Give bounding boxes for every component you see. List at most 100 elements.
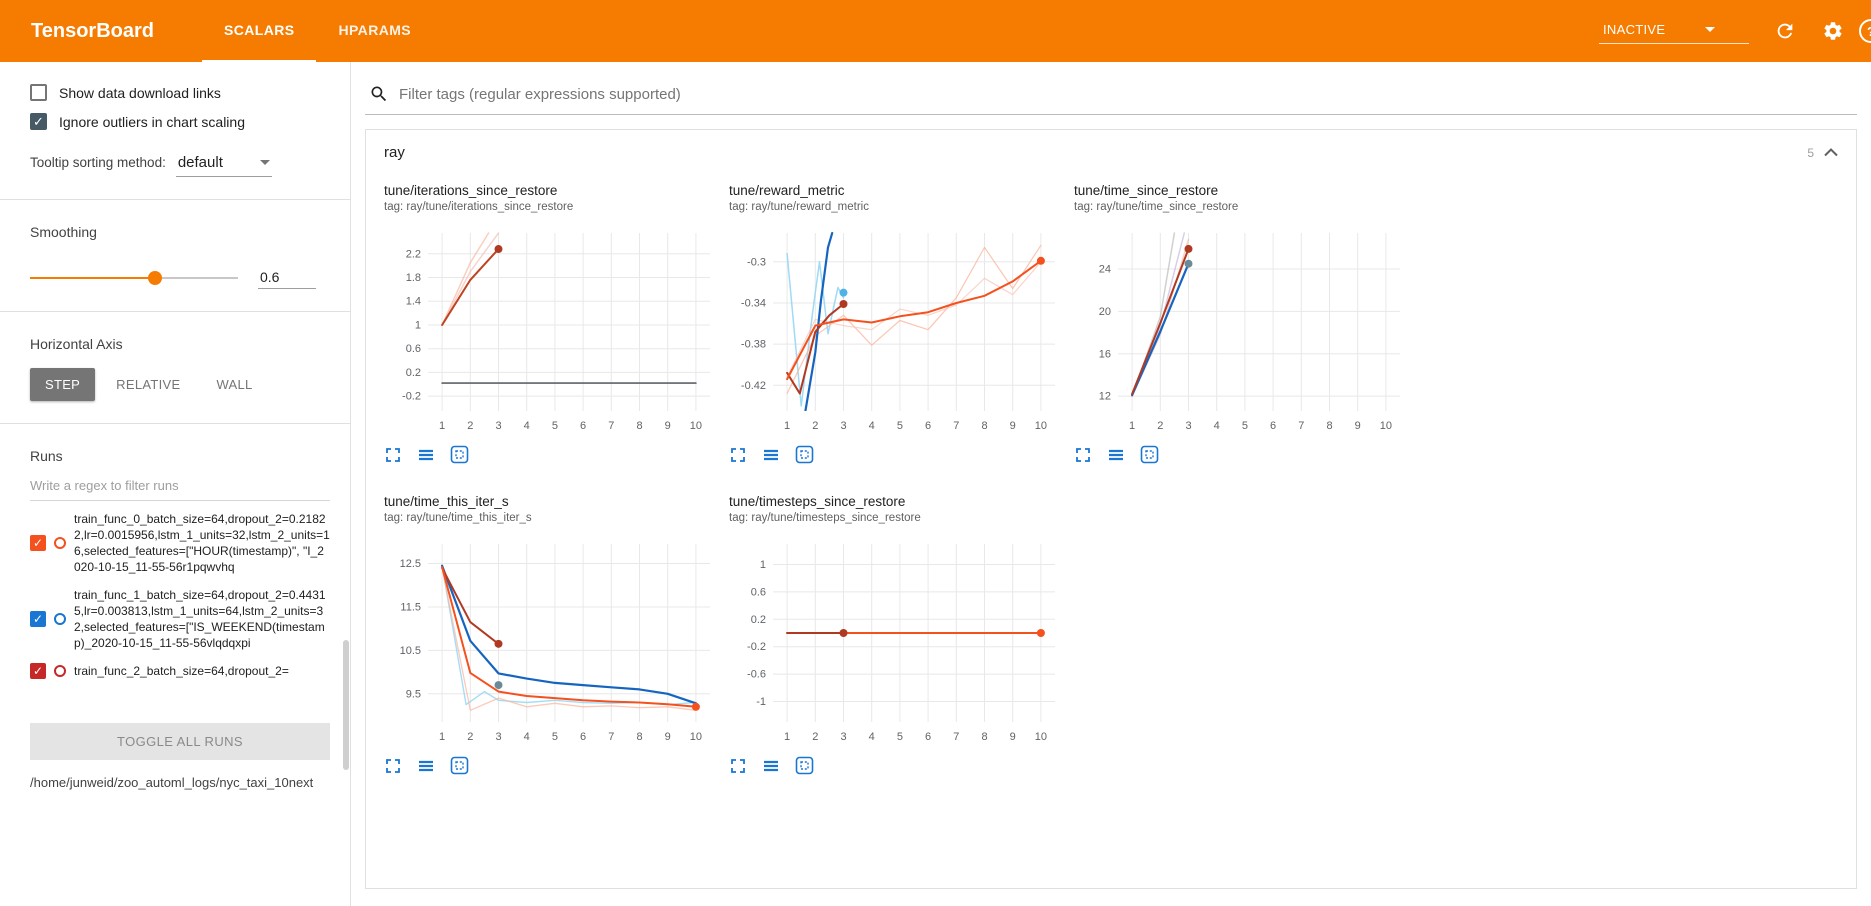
chart-card: tune/iterations_since_restore tag: ray/t… xyxy=(384,183,720,464)
run-radio[interactable] xyxy=(54,613,66,625)
svg-text:3: 3 xyxy=(840,420,846,432)
svg-text:10.5: 10.5 xyxy=(400,645,421,657)
expand-chart-icon[interactable] xyxy=(1074,446,1092,464)
chart-title: tune/reward_metric xyxy=(729,183,845,198)
svg-text:0.2: 0.2 xyxy=(751,614,766,626)
run-selector-icon[interactable] xyxy=(762,757,780,775)
smoothing-slider-fill xyxy=(30,276,155,279)
filter-tags-input[interactable] xyxy=(399,85,1853,103)
svg-text:10: 10 xyxy=(1035,420,1047,432)
runs-filter-input[interactable] xyxy=(30,470,330,501)
svg-text:1: 1 xyxy=(415,319,421,331)
svg-text:6: 6 xyxy=(580,731,586,743)
tab-scalars[interactable]: SCALARS xyxy=(201,0,317,62)
axis-relative-button[interactable]: RELATIVE xyxy=(101,368,195,401)
svg-text:9: 9 xyxy=(1010,731,1016,743)
run-name: train_func_2_batch_size=64,dropout_2= xyxy=(74,664,289,678)
fit-domain-icon[interactable] xyxy=(795,756,814,775)
svg-text:-0.34: -0.34 xyxy=(741,297,766,309)
show-download-links-checkbox-row[interactable]: Show data download links xyxy=(30,84,330,101)
svg-text:-1: -1 xyxy=(756,696,766,708)
svg-text:2: 2 xyxy=(812,731,818,743)
svg-text:-0.2: -0.2 xyxy=(747,641,766,653)
settings-gear-icon[interactable] xyxy=(1821,19,1845,43)
svg-text:2: 2 xyxy=(467,731,473,743)
run-name: train_func_1_batch_size=64,dropout_2=0.4… xyxy=(74,588,326,650)
run-item[interactable]: ✓ train_func_0_batch_size=64,dropout_2=0.… xyxy=(30,511,330,575)
tooltip-sorting-select[interactable]: default xyxy=(175,152,272,177)
expand-chart-icon[interactable] xyxy=(729,757,747,775)
smoothing-value-input[interactable] xyxy=(258,266,316,289)
svg-text:3: 3 xyxy=(1185,420,1191,432)
run-radio[interactable] xyxy=(54,665,66,677)
smoothing-slider-thumb[interactable] xyxy=(147,270,162,285)
chart-plot[interactable]: 1 2 3 4 5 6 7 8 9 10 -0.42 -0.38 -0.34 -0.3 xyxy=(729,223,1065,437)
svg-text:16: 16 xyxy=(1099,348,1111,360)
horizontal-axis-label: Horizontal Axis xyxy=(30,336,123,352)
fit-domain-icon[interactable] xyxy=(450,756,469,775)
fit-domain-icon[interactable] xyxy=(450,445,469,464)
run-item[interactable]: ✓ train_func_2_batch_size=64,dropout_2= xyxy=(30,663,330,679)
chart-card: tune/reward_metric tag: ray/tune/reward_… xyxy=(729,183,1065,464)
svg-text:1: 1 xyxy=(1129,420,1135,432)
chart-toolbar xyxy=(384,756,720,775)
svg-text:1: 1 xyxy=(784,731,790,743)
expand-chart-icon[interactable] xyxy=(384,446,402,464)
svg-text:9: 9 xyxy=(1355,420,1361,432)
svg-text:-0.38: -0.38 xyxy=(741,339,766,351)
chart-plot[interactable]: 1 2 3 4 5 6 7 8 9 10 9.5 10.5 11.5 12.5 xyxy=(384,534,720,748)
svg-text:24: 24 xyxy=(1099,264,1111,276)
svg-text:6: 6 xyxy=(925,731,931,743)
svg-text:4: 4 xyxy=(524,731,530,743)
svg-text:11.5: 11.5 xyxy=(400,601,421,613)
run-checkbox[interactable]: ✓ xyxy=(30,611,46,627)
app-header: TensorBoard SCALARS HPARAMS INACTIVE ? xyxy=(0,0,1871,62)
svg-text:8: 8 xyxy=(636,420,642,432)
ignore-outliers-checkbox[interactable]: ✓ xyxy=(30,113,47,130)
chart-toolbar xyxy=(384,445,720,464)
ignore-outliers-label: Ignore outliers in chart scaling xyxy=(59,113,245,130)
chart-card: tune/time_this_iter_s tag: ray/tune/time… xyxy=(384,494,720,775)
chart-plot[interactable]: 1 2 3 4 5 6 7 8 9 10 -0.2 0.2 0.6 1 1.4 1.8 2.2 xyxy=(384,223,720,437)
ignore-outliers-checkbox-row[interactable]: ✓ Ignore outliers in chart scaling xyxy=(30,113,330,130)
chart-tag: tag: ray/tune/timesteps_since_restore xyxy=(729,512,921,524)
smoothing-slider[interactable] xyxy=(30,270,238,285)
run-selector-icon[interactable] xyxy=(417,446,435,464)
expand-chart-icon[interactable] xyxy=(729,446,747,464)
chart-tag: tag: ray/tune/iterations_since_restore xyxy=(384,201,574,213)
chart-plot[interactable]: 1 2 3 4 5 6 7 8 9 10 -1 -0.6 -0.2 0.2 0.6 1 xyxy=(729,534,1065,748)
reload-icon[interactable] xyxy=(1773,19,1797,43)
show-download-links-checkbox[interactable] xyxy=(30,84,47,101)
svg-text:8: 8 xyxy=(636,731,642,743)
svg-text:2: 2 xyxy=(467,420,473,432)
run-checkbox[interactable]: ✓ xyxy=(30,535,46,551)
run-selector-icon[interactable] xyxy=(762,446,780,464)
expand-chart-icon[interactable] xyxy=(384,757,402,775)
svg-text:10: 10 xyxy=(690,731,702,743)
svg-text:4: 4 xyxy=(869,420,875,432)
fit-domain-icon[interactable] xyxy=(795,445,814,464)
smoothing-label: Smoothing xyxy=(30,224,97,240)
run-item[interactable]: ✓ train_func_1_batch_size=64,dropout_2=0.… xyxy=(30,587,330,651)
toggle-all-runs-button[interactable]: TOGGLE ALL RUNS xyxy=(30,723,330,760)
chart-card: tune/time_since_restore tag: ray/tune/ti… xyxy=(1074,183,1410,464)
collapse-section-icon[interactable] xyxy=(1824,148,1838,157)
svg-text:-0.42: -0.42 xyxy=(741,380,766,392)
dashboard-main: ray 5 tune/iterations_since_restore tag:… xyxy=(351,62,1871,906)
sidebar-scrollbar[interactable] xyxy=(343,640,349,770)
fit-domain-icon[interactable] xyxy=(1140,445,1159,464)
svg-text:5: 5 xyxy=(552,731,558,743)
run-checkbox[interactable]: ✓ xyxy=(30,663,46,679)
run-selector-icon[interactable] xyxy=(1107,446,1125,464)
status-dropdown[interactable]: INACTIVE xyxy=(1599,18,1749,44)
svg-text:9: 9 xyxy=(665,731,671,743)
axis-step-button[interactable]: STEP xyxy=(30,368,96,401)
tab-hparams[interactable]: HPARAMS xyxy=(338,22,412,38)
tag-group-count: 5 xyxy=(1807,145,1814,160)
svg-text:2: 2 xyxy=(812,420,818,432)
run-selector-icon[interactable] xyxy=(417,757,435,775)
run-radio[interactable] xyxy=(54,537,66,549)
svg-text:7: 7 xyxy=(953,731,959,743)
axis-wall-button[interactable]: WALL xyxy=(201,368,267,401)
